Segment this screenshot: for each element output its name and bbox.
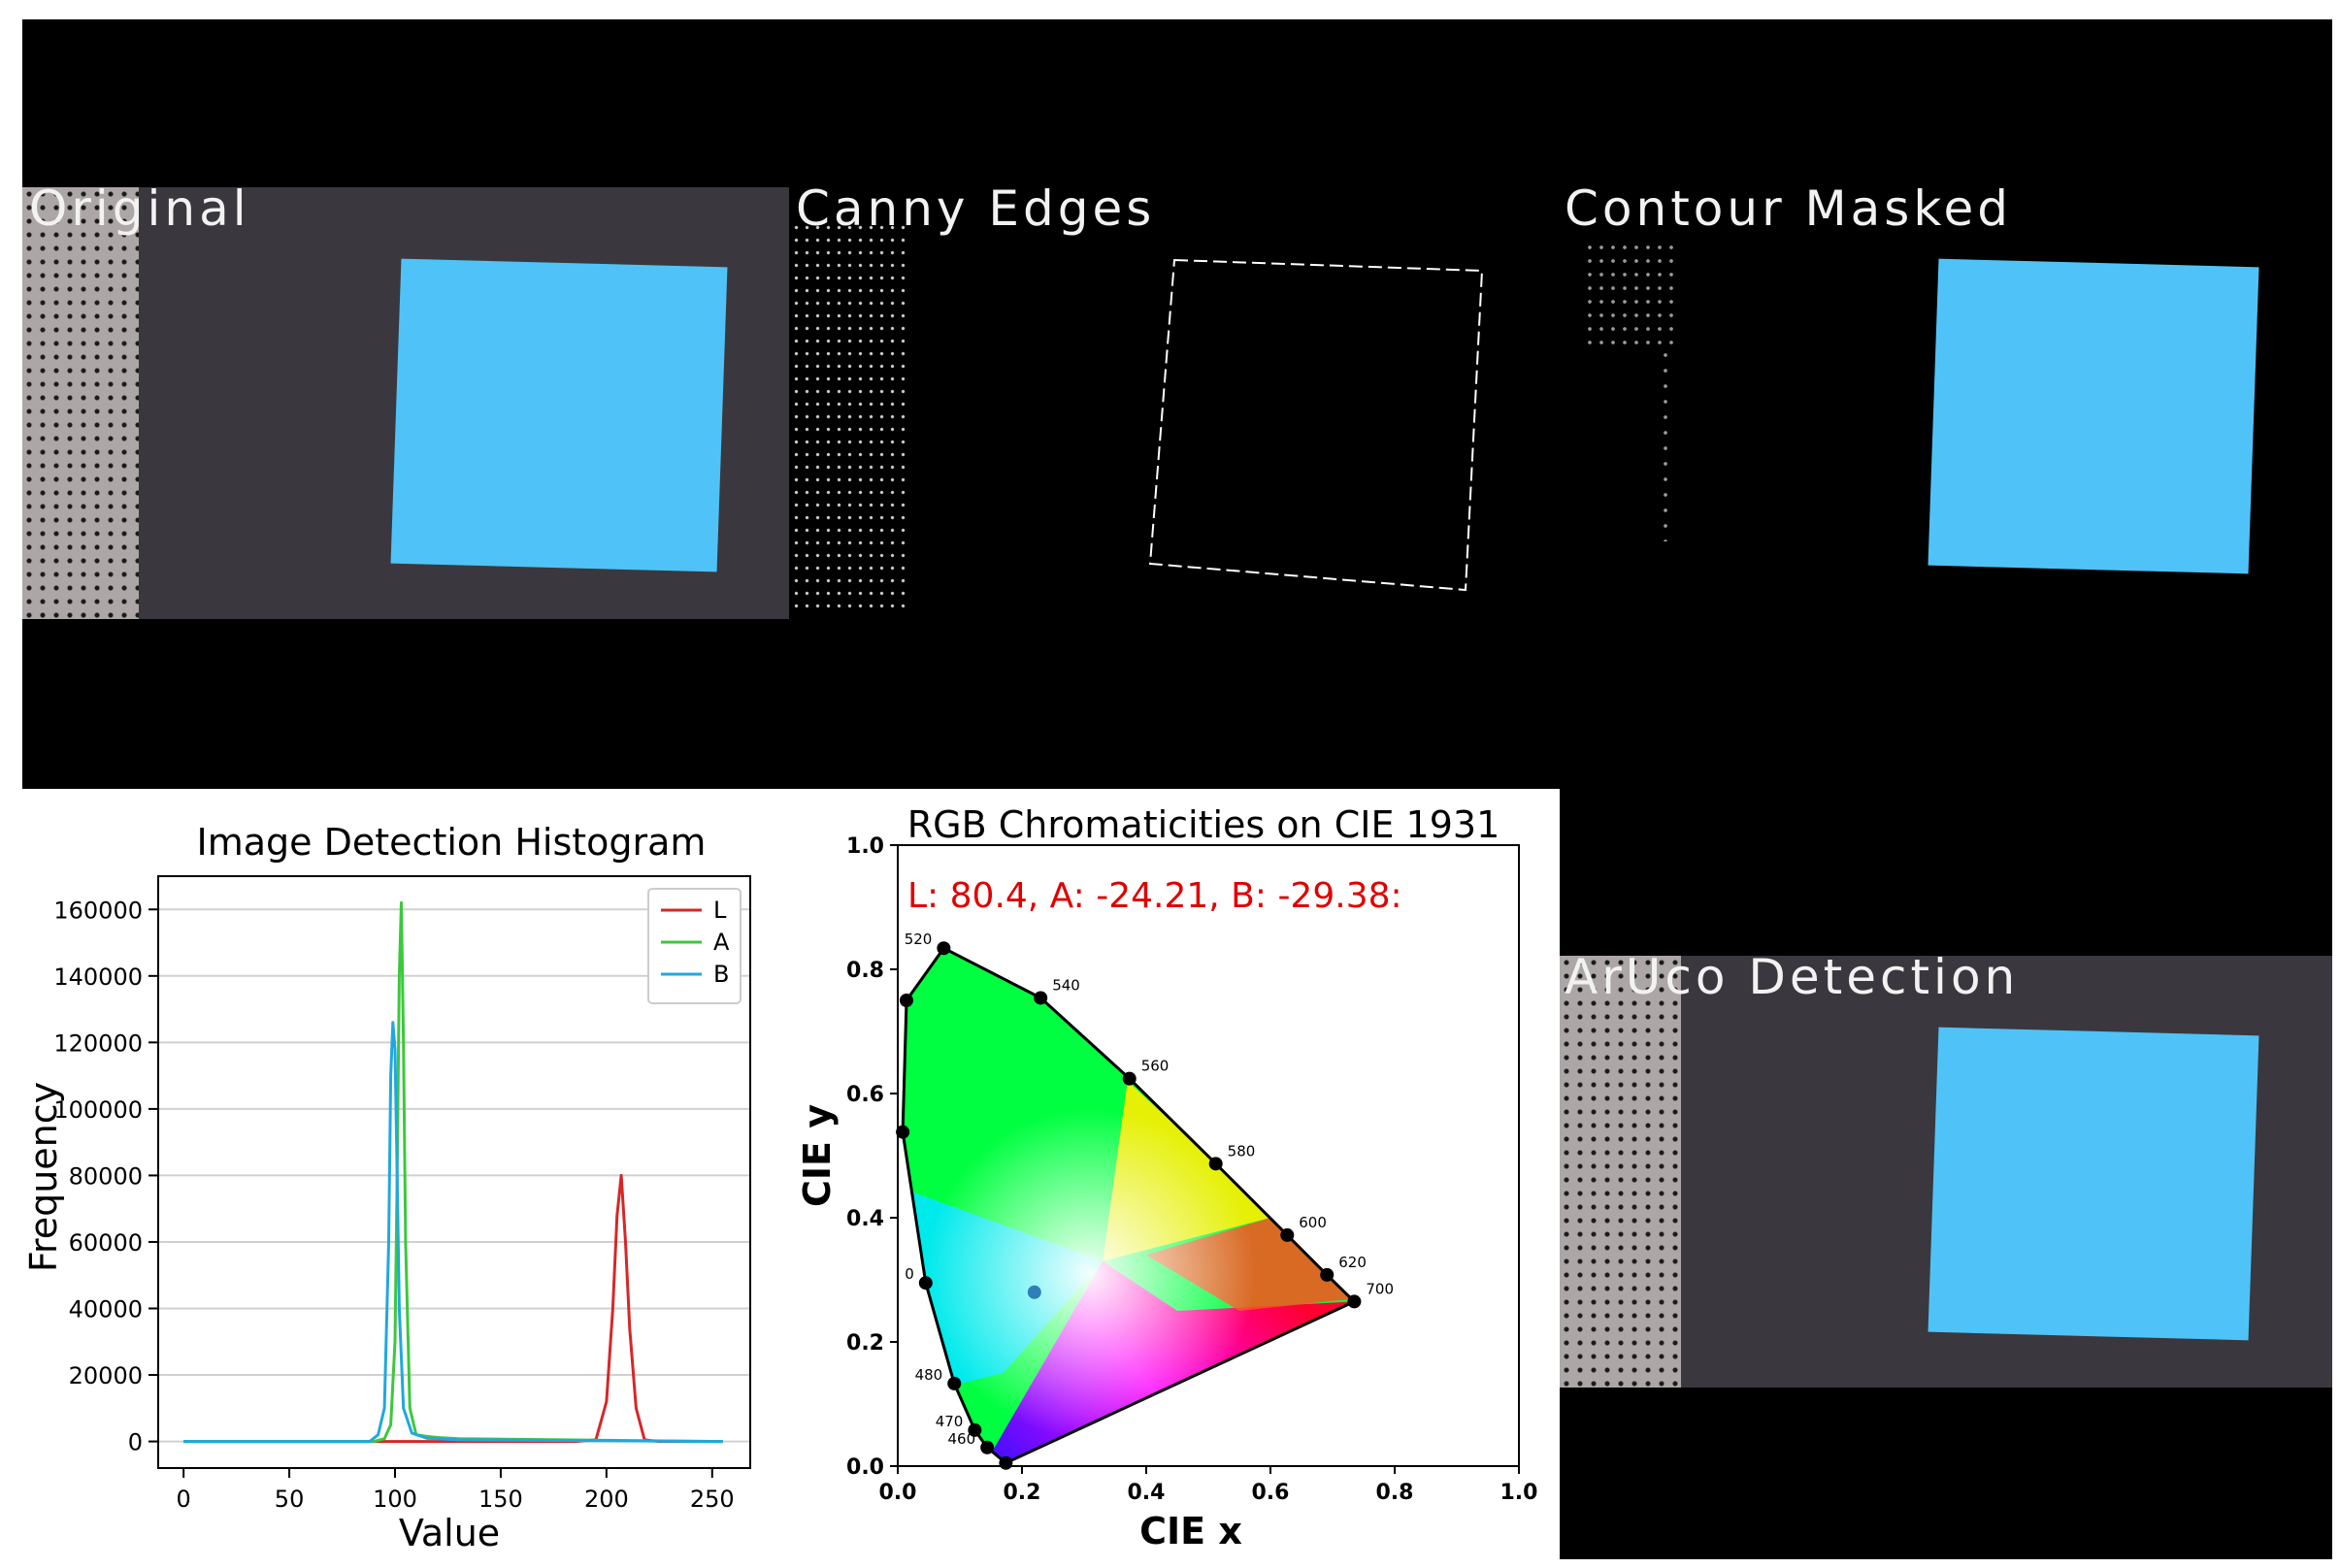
cie-xtick-label: 1.0 — [1500, 1481, 1538, 1505]
contour-masked-panel — [1560, 187, 2332, 619]
cie-xtick-label: 0.0 — [879, 1481, 917, 1505]
histogram-ytick-label: 140000 — [53, 964, 143, 991]
cie-xtick-label: 0.8 — [1376, 1481, 1414, 1505]
aruco-detection-panel — [1560, 956, 2332, 1388]
cie-xtick-label: 0.6 — [1252, 1481, 1290, 1505]
canny-edges-panel — [791, 187, 1558, 619]
locus-wavelength-label: 700 — [1366, 1280, 1394, 1297]
histogram-xtick-label: 150 — [478, 1486, 523, 1513]
contour-label: Contour Masked — [1565, 180, 2013, 237]
cie-xlabel: CIE x — [1139, 1510, 1242, 1552]
histogram-ytick-label: 60000 — [69, 1229, 143, 1257]
lab-readout: L: 80.4, A: -24.21, B: -29.38: — [907, 876, 1402, 916]
original-panel — [22, 187, 789, 619]
cie-ylabel: CIE y — [796, 1104, 839, 1207]
histogram-chart: Image Detection Histogram 0 50 100 150 200 25… — [22, 789, 791, 1560]
aruco-sticky-note — [1928, 1027, 2259, 1341]
locus-marker — [1122, 1071, 1137, 1086]
histogram-title: Image Detection Histogram — [197, 821, 707, 864]
canny-label: Canny Edges — [796, 180, 1156, 237]
locus-marker — [1280, 1227, 1295, 1242]
legend-label-B: B — [713, 961, 729, 988]
legend-label-A: A — [713, 929, 730, 956]
histogram-ytick-label: 40000 — [69, 1296, 143, 1323]
histogram-xtick-label: 0 — [177, 1486, 191, 1513]
histogram-xtick-label: 50 — [275, 1486, 305, 1513]
histogram-xtick-label: 250 — [690, 1486, 735, 1513]
residual-speckles-column — [1662, 347, 1669, 541]
histogram-xlabel: Value — [399, 1512, 500, 1554]
locus-marker — [968, 1422, 982, 1437]
locus-wavelength-label: 600 — [1299, 1214, 1327, 1231]
square-edge-outline — [1148, 258, 1484, 592]
cie-axes-frame — [897, 844, 1520, 1467]
histogram-ylabel: Frequency — [22, 1082, 65, 1272]
cie-xtick-label: 0.2 — [1004, 1481, 1041, 1505]
locus-marker — [999, 1455, 1013, 1470]
locus-marker — [1034, 991, 1048, 1005]
locus-marker — [947, 1376, 962, 1390]
locus-wavelength-label: 560 — [1141, 1058, 1170, 1075]
measured-chromaticity-point — [1027, 1285, 1041, 1299]
histogram-ytick-label: 80000 — [69, 1162, 143, 1190]
cie-ytick-label: 0.4 — [846, 1207, 884, 1231]
histogram-ytick-label: 0 — [128, 1429, 143, 1456]
locus-wavelength-label: 540 — [1052, 976, 1080, 994]
legend-label-L: L — [713, 897, 727, 924]
locus-marker — [980, 1440, 995, 1454]
blue-sticky-note — [390, 258, 728, 572]
cie-ytick-label: 0.8 — [846, 959, 884, 983]
locus-wavelength-label: 470 — [936, 1413, 964, 1430]
histogram-axes-frame — [157, 875, 751, 1469]
locus-wavelength-label: 620 — [1338, 1254, 1367, 1271]
cie-ytick-label: 0.2 — [846, 1331, 884, 1356]
locus-marker — [1347, 1294, 1362, 1309]
histogram-xtick-label: 100 — [373, 1486, 417, 1513]
histogram-series-B — [183, 1021, 723, 1444]
locus-wavelength-label: 460 — [948, 1430, 976, 1448]
original-label: Original — [29, 180, 250, 237]
locus-marker — [918, 1276, 933, 1290]
cie-xtick-label: 0.4 — [1128, 1481, 1166, 1505]
cie-ytick-label: 0.0 — [846, 1455, 884, 1480]
histogram-xtick-label: 200 — [584, 1486, 629, 1513]
locus-wavelength-label: 520 — [905, 931, 933, 948]
cie-ytick-label: 1.0 — [846, 834, 884, 859]
locus-marker — [899, 994, 913, 1007]
locus-wavelength-label: 0 — [905, 1265, 914, 1283]
histogram-legend: LAB — [647, 888, 742, 1004]
locus-wavelength-label: 480 — [915, 1366, 943, 1384]
perforated-board — [22, 187, 139, 619]
edge-speckles — [791, 221, 907, 609]
perforated-board-aruco — [1560, 956, 1681, 1388]
aruco-label: ArUco Detection — [1565, 949, 2020, 1005]
residual-speckles — [1584, 241, 1681, 347]
cie-title: RGB Chromaticities on CIE 1931 — [907, 803, 1500, 846]
masked-sticky-note — [1928, 258, 2259, 574]
cie-ytick-label: 0.6 — [846, 1083, 884, 1107]
histogram-ytick-label: 120000 — [53, 1029, 143, 1057]
locus-marker — [937, 941, 951, 956]
histogram-ytick-label: 20000 — [69, 1362, 143, 1389]
locus-marker — [896, 1125, 910, 1139]
locus-marker — [1320, 1267, 1335, 1282]
locus-marker — [1208, 1157, 1223, 1171]
histogram-ytick-label: 100000 — [53, 1096, 143, 1124]
histogram-series-A — [183, 900, 723, 1444]
locus-wavelength-label: 580 — [1228, 1142, 1256, 1160]
histogram-ytick-label: 160000 — [53, 897, 143, 924]
